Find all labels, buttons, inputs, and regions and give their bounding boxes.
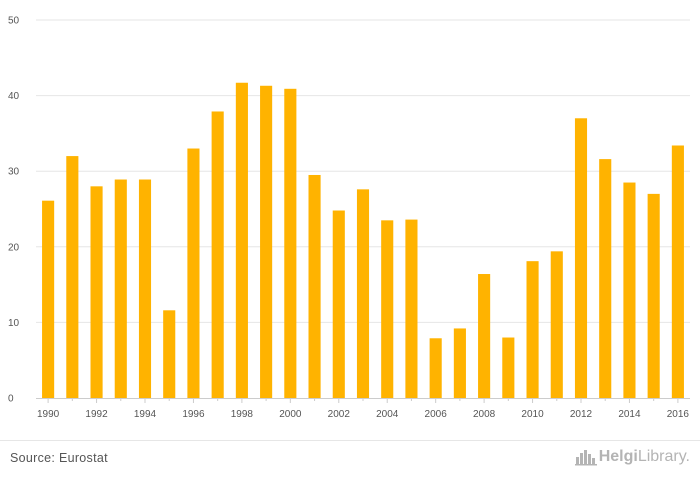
bar-2009 [502,337,515,398]
source-note: Source: Eurostat [10,451,108,465]
x-tick-label: 2004 [376,409,399,420]
bar-2014 [623,182,636,398]
bar-2002 [332,210,345,398]
x-tick-label: 1992 [85,409,108,420]
bar-1990 [42,200,55,398]
bar-2007 [453,328,466,398]
bar-2001 [308,174,321,398]
x-tick-label: 1996 [182,409,205,420]
brand-name: HelgiLibrary. [598,448,690,465]
y-tick-label: 0 [8,394,14,405]
bar-2006 [429,338,442,398]
x-tick-label: 1990 [37,409,60,420]
x-tick-label: 2014 [618,409,641,420]
x-tick-label: 1994 [134,409,157,420]
bar-2016 [671,145,684,398]
bar-2010 [526,261,539,398]
x-axis: 1990 1992 1994 1996 1998 2000 2002 2004 2006 2008… [36,398,690,420]
bar-1997 [211,111,224,398]
bar-2008 [478,274,491,398]
x-tick-label: 2002 [328,409,351,420]
bar-2011 [550,251,563,398]
x-tick-label: 2000 [279,409,302,420]
y-tick-label: 40 [8,91,20,102]
bar-1996 [187,148,200,398]
bar-2005 [405,219,418,398]
bar-1998 [235,82,248,399]
y-axis-ticks: 0 10 20 30 40 50 [8,16,20,405]
brand-logo: HelgiLibrary. [574,448,690,466]
x-tick-label: 2010 [521,409,544,420]
y-tick-label: 50 [8,16,20,27]
bar-1994 [138,179,152,398]
bar-1999 [260,85,273,398]
bar-2000 [284,88,297,399]
bar-1992 [90,186,103,398]
bar-2015 [647,193,660,398]
bars [42,82,684,399]
y-tick-label: 10 [8,318,20,329]
bar-1995 [163,310,176,398]
bar-chart: 0 10 20 30 40 50 1990 1992 1994 1996 1998 2000 2002… [8,16,690,420]
x-tick-label: 2008 [473,409,496,420]
bar-1993 [114,179,127,398]
x-tick-label: 1998 [231,409,254,420]
footer-divider [0,440,700,441]
y-tick-label: 30 [8,167,20,178]
x-tick-label: 2016 [667,409,690,420]
bar-2012 [574,118,588,398]
bar-1991 [66,156,79,398]
x-tick-label: 2006 [425,409,448,420]
bar-2013 [599,159,612,398]
x-tick-label: 2012 [570,409,593,420]
skyline-icon [574,450,597,466]
bar-2003 [356,189,370,398]
bar-2004 [381,220,394,398]
y-tick-label: 20 [8,242,20,253]
